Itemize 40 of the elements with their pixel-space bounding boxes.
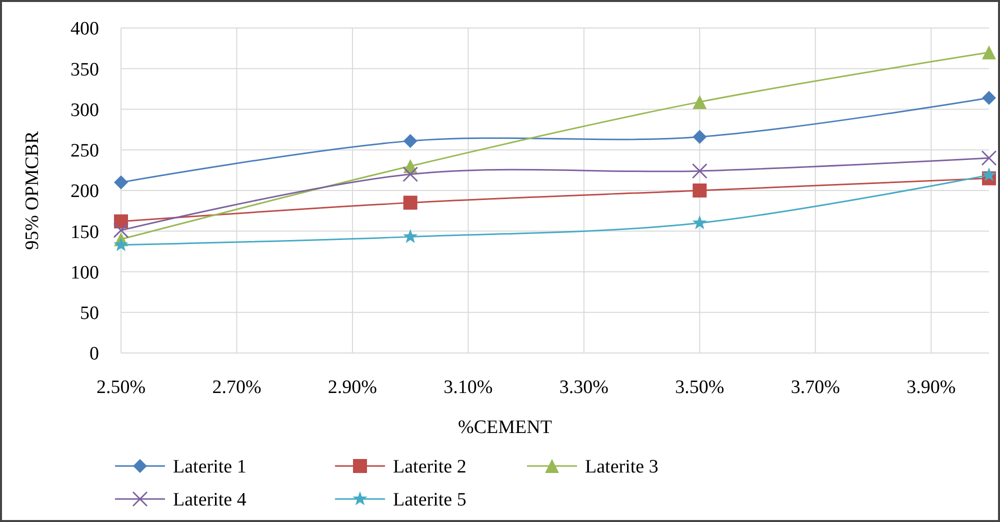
point — [692, 130, 707, 144]
x-tick-label: 3.70% — [790, 377, 840, 398]
point — [114, 175, 128, 190]
point — [403, 134, 418, 148]
point — [981, 150, 997, 166]
y-tick-label: 250 — [70, 140, 99, 162]
point — [982, 167, 996, 182]
point — [692, 215, 707, 230]
x-tick-label: 3.50% — [675, 377, 724, 398]
legend-label: Laterite 5 — [393, 490, 466, 511]
x-tick-label: 3.90% — [906, 377, 956, 398]
point — [692, 163, 708, 179]
point — [114, 237, 128, 252]
y-tick-label: 400 — [70, 18, 99, 40]
x-tick-label: 2.50% — [96, 377, 146, 398]
legend-label: Laterite 4 — [173, 490, 247, 511]
y-tick-label: 200 — [70, 181, 99, 202]
legend-label: Laterite 1 — [173, 456, 246, 478]
y-tick-label: 300 — [70, 100, 99, 121]
point — [692, 94, 707, 109]
y-tick-label: 350 — [70, 59, 99, 80]
point — [113, 222, 129, 238]
point — [403, 229, 418, 244]
point — [403, 196, 418, 210]
legend-label: Laterite 3 — [585, 456, 658, 478]
x-tick-label: 3.10% — [444, 377, 493, 398]
y-tick-label: 50 — [80, 303, 99, 324]
point — [402, 166, 418, 182]
y-axis-title: 95% OPMCBR — [22, 130, 43, 250]
y-tick-label: 150 — [70, 222, 99, 243]
legend-label: Laterite 2 — [393, 456, 466, 478]
y-tick-label: 100 — [70, 262, 99, 284]
x-axis-title: %CEMENT — [458, 417, 552, 438]
y-tick-label: 0 — [90, 344, 99, 365]
point — [692, 184, 707, 198]
point — [982, 45, 996, 60]
point — [982, 90, 996, 105]
x-tick-label: 3.30% — [559, 377, 609, 398]
x-tick-label: 2.70% — [212, 377, 262, 398]
x-tick-label: 2.90% — [328, 377, 378, 398]
